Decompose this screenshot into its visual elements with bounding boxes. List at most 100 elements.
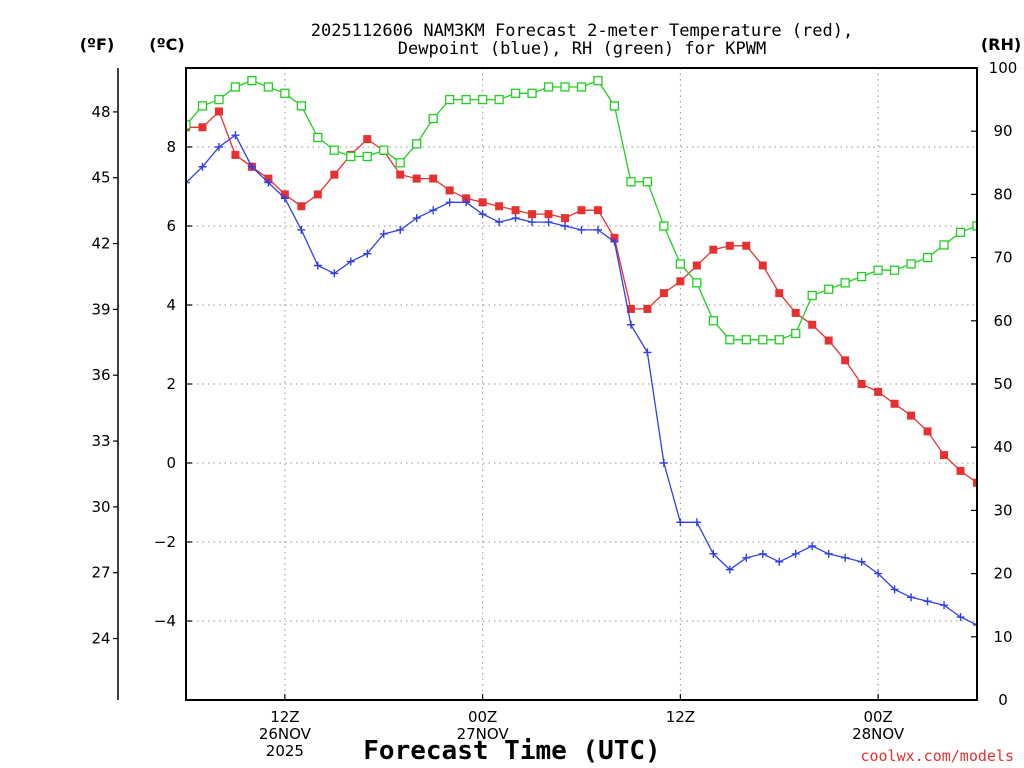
rh-point: [263, 82, 274, 92]
temperature-point: [544, 210, 553, 219]
rh-point: [906, 259, 916, 269]
rh-point: [708, 316, 718, 326]
x-tick-label: 2025: [266, 742, 304, 760]
fahrenheit-tick-label: 30: [91, 498, 110, 516]
dewpoint-point: [593, 225, 602, 234]
dewpoint-point: [297, 225, 306, 234]
rh-point: [989, 216, 997, 224]
rh-point: [856, 271, 867, 282]
temperature-point: [561, 214, 570, 223]
gridlines: [186, 68, 977, 700]
temperature-point: [577, 206, 586, 215]
chart-title-line1: 2025112606 NAM3KM Forecast 2-meter Tempe…: [311, 21, 853, 41]
rh-line: [186, 79, 977, 341]
rh-point: [675, 259, 686, 269]
celsius-tick-label: 0: [166, 454, 176, 472]
temperature-point: [758, 261, 767, 270]
dewpoint-point: [874, 569, 883, 578]
temperature-point: [478, 198, 487, 207]
dewpoint-point: [709, 549, 718, 558]
temperature-point: [725, 241, 734, 250]
dewpoint-point: [429, 206, 438, 215]
rh-point: [576, 82, 587, 92]
dewpoint-point: [198, 162, 207, 171]
dewpoint-point: [775, 557, 784, 566]
temperature-point: [313, 190, 322, 199]
rh-point: [428, 113, 438, 124]
dewpoint-point: [643, 348, 652, 357]
rh-point: [296, 101, 307, 111]
dewpoint-point: [264, 178, 273, 187]
celsius-tick-label: 8: [166, 138, 176, 156]
rh-tick-label: 60: [993, 312, 1012, 330]
dewpoint-point: [956, 613, 965, 622]
dewpoint-point: [758, 549, 767, 558]
rh-tick-label: 10: [993, 628, 1012, 646]
dewpoint-point: [528, 218, 537, 227]
rh-unit-label: (RH): [981, 35, 1021, 54]
fahrenheit-tick-label: 48: [91, 103, 110, 121]
celsius-unit-label: (ºC): [149, 35, 184, 54]
rh-point: [791, 328, 801, 339]
dewpoint-point: [890, 585, 899, 594]
temperature-point: [775, 289, 784, 298]
rh-point: [692, 278, 702, 288]
temperature-point: [824, 336, 833, 345]
temperature-point: [676, 277, 685, 286]
dewpoint-point: [857, 557, 866, 566]
x-tick-label: 26NOV: [259, 725, 312, 743]
rh-point: [477, 94, 488, 105]
axes-layer: 86420−2−44845423936333027241009080706050…: [91, 59, 1017, 760]
temperature-point: [907, 411, 916, 420]
rh-point: [461, 94, 471, 105]
dewpoint-point: [544, 218, 553, 227]
dewpoint-point: [561, 222, 570, 230]
rh-point: [609, 101, 620, 111]
rh-tick-label: 0: [998, 691, 1008, 709]
temperature-point: [940, 451, 949, 460]
dewpoint-point: [313, 261, 322, 270]
temperature-point: [231, 150, 240, 159]
dewpoint-point: [379, 229, 388, 238]
dewpoint-point: [841, 553, 850, 562]
rh-point: [313, 132, 323, 143]
rh-tick-label: 70: [993, 249, 1012, 267]
dewpoint-point: [791, 549, 800, 558]
dewpoint-point: [824, 549, 833, 558]
dewpoint-point: [923, 597, 932, 606]
temperature-point: [412, 174, 421, 183]
rh-point: [510, 88, 521, 98]
temperature-point: [198, 123, 207, 132]
x-axis-title: Forecast Time (UTC): [363, 736, 660, 766]
celsius-tick-label: 6: [166, 217, 176, 235]
rh-point: [972, 221, 977, 231]
rh-point: [955, 227, 966, 237]
fahrenheit-tick-label: 27: [91, 564, 110, 582]
rh-point: [329, 145, 339, 155]
temperature-point: [973, 478, 977, 487]
temperature-point: [528, 210, 537, 219]
rh-point: [280, 88, 290, 98]
temperature-point: [956, 466, 965, 475]
rh-tick-label: 50: [993, 375, 1012, 393]
temperature-point: [297, 202, 306, 211]
x-tick-label: 00Z: [863, 708, 892, 726]
dewpoint-point: [659, 459, 668, 467]
fahrenheit-tick-label: 42: [91, 235, 110, 253]
dewpoint-point: [396, 225, 405, 234]
chart-title-line2: Dewpoint (blue), RH (green) for KPWM: [398, 39, 766, 59]
rh-point: [186, 120, 191, 130]
rh-tick-label: 40: [993, 438, 1012, 456]
fahrenheit-tick-label: 33: [91, 432, 110, 450]
credit-label: coolwx.com/models: [860, 747, 1014, 765]
rh-point: [659, 221, 669, 231]
rh-point: [445, 94, 455, 105]
dewpoint-point: [692, 518, 701, 527]
dewpoint-point: [280, 194, 289, 203]
celsius-tick-label: −4: [154, 612, 176, 630]
rh-point: [494, 94, 504, 105]
rh-point: [362, 151, 372, 162]
rh-point: [626, 177, 636, 187]
temperature-point: [495, 202, 504, 211]
series-layer: [186, 75, 997, 629]
